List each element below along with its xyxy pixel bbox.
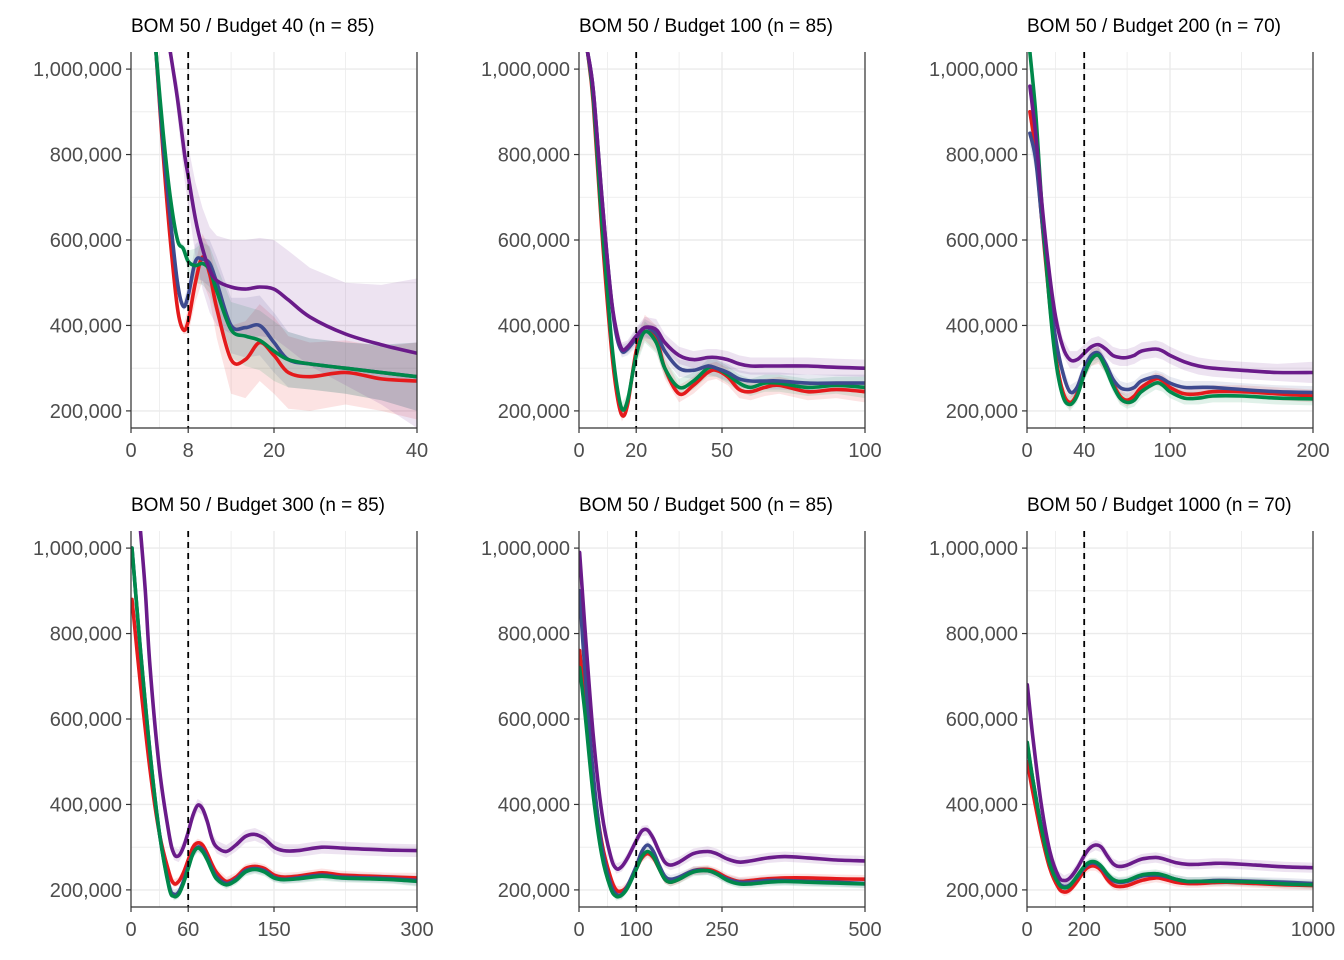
y-tick-label: 800,000 bbox=[498, 624, 570, 646]
panel-title: BOM 50 / Budget 500 (n = 85) bbox=[579, 495, 833, 516]
series-line-green bbox=[1028, 52, 1313, 407]
series-line-purple bbox=[579, 550, 865, 871]
plot-area bbox=[154, 52, 417, 428]
x-tick-label: 0 bbox=[573, 919, 584, 941]
series-line-purple bbox=[138, 531, 417, 859]
x-tick-label: 20 bbox=[263, 440, 285, 462]
chart-panel-4: 200,000 400,000 600,000 800,000 1,000,000 0 60… bbox=[33, 495, 434, 941]
panel-title: BOM 50 / Budget 300 (n = 85) bbox=[131, 495, 385, 516]
y-tick-label: 1,000,000 bbox=[929, 59, 1018, 81]
y-tick-label: 800,000 bbox=[946, 624, 1018, 646]
x-tick-label: 100 bbox=[848, 440, 881, 462]
chart-panel-6: 200,000 400,000 600,000 800,000 1,000,000 0 20… bbox=[929, 495, 1335, 941]
series-line-green bbox=[1027, 740, 1313, 890]
y-tick-label: 400,000 bbox=[946, 315, 1018, 337]
x-tick-label: 50 bbox=[711, 440, 733, 462]
y-tick-label: 400,000 bbox=[498, 315, 570, 337]
panel-title: BOM 50 / Budget 40 (n = 85) bbox=[131, 16, 374, 37]
series-line-purple bbox=[1028, 84, 1313, 375]
y-tick-label: 1,000,000 bbox=[481, 59, 570, 81]
y-tick-label: 400,000 bbox=[50, 794, 122, 816]
series-line-purple bbox=[585, 52, 865, 370]
x-tick-label: 0 bbox=[125, 919, 136, 941]
x-tick-label: 100 bbox=[620, 919, 653, 941]
series-line-blue bbox=[1028, 131, 1313, 395]
y-tick-label: 200,000 bbox=[50, 880, 122, 902]
x-tick-label: 40 bbox=[1073, 440, 1095, 462]
series-line-green bbox=[154, 52, 417, 379]
y-tick-label: 800,000 bbox=[946, 145, 1018, 167]
x-tick-label: 0 bbox=[125, 440, 136, 462]
x-tick-label: 500 bbox=[1153, 919, 1186, 941]
y-tick-label: 200,000 bbox=[498, 401, 570, 423]
chart-panel-1: 200,000 400,000 600,000 800,000 1,000,000 0 8 2… bbox=[33, 16, 428, 462]
y-tick-label: 600,000 bbox=[50, 230, 122, 252]
y-tick-label: 1,000,000 bbox=[33, 59, 122, 81]
y-tick-label: 200,000 bbox=[498, 880, 570, 902]
plot-area bbox=[585, 52, 865, 422]
x-tick-label: 1000 bbox=[1291, 919, 1336, 941]
y-tick-label: 400,000 bbox=[498, 794, 570, 816]
y-tick-label: 400,000 bbox=[50, 315, 122, 337]
y-tick-label: 800,000 bbox=[498, 145, 570, 167]
x-tick-label: 200 bbox=[1068, 919, 1101, 941]
chart-panel-5: 200,000 400,000 600,000 800,000 1,000,000 0 10… bbox=[481, 495, 882, 941]
x-tick-label: 8 bbox=[183, 440, 194, 462]
y-tick-label: 1,000,000 bbox=[481, 538, 570, 560]
plot-area bbox=[1027, 679, 1313, 897]
panel-title: BOM 50 / Budget 200 (n = 70) bbox=[1027, 16, 1281, 37]
y-tick-label: 1,000,000 bbox=[929, 538, 1018, 560]
chart-panel-3: 200,000 400,000 600,000 800,000 1,000,000 0 40… bbox=[929, 16, 1330, 462]
x-tick-label: 40 bbox=[406, 440, 428, 462]
y-tick-label: 400,000 bbox=[946, 794, 1018, 816]
y-tick-label: 200,000 bbox=[946, 401, 1018, 423]
x-tick-label: 150 bbox=[257, 919, 290, 941]
y-tick-label: 200,000 bbox=[946, 880, 1018, 902]
x-tick-label: 0 bbox=[1021, 919, 1032, 941]
y-tick-label: 600,000 bbox=[50, 709, 122, 731]
y-tick-label: 200,000 bbox=[50, 401, 122, 423]
series-band-purple bbox=[170, 52, 417, 428]
series-line-green bbox=[585, 52, 865, 412]
series-line-green bbox=[131, 546, 417, 899]
series-line-green bbox=[579, 665, 865, 899]
y-tick-label: 800,000 bbox=[50, 624, 122, 646]
y-tick-label: 600,000 bbox=[498, 230, 570, 252]
y-tick-label: 1,000,000 bbox=[33, 538, 122, 560]
plot-area bbox=[579, 547, 865, 901]
y-tick-label: 600,000 bbox=[498, 709, 570, 731]
plot-area bbox=[131, 531, 417, 901]
x-tick-label: 250 bbox=[705, 919, 738, 941]
x-tick-label: 500 bbox=[848, 919, 881, 941]
x-tick-label: 20 bbox=[625, 440, 647, 462]
series-line-red bbox=[154, 52, 417, 383]
y-tick-label: 600,000 bbox=[946, 709, 1018, 731]
panel-title: BOM 50 / Budget 1000 (n = 70) bbox=[1027, 495, 1292, 516]
plot-area bbox=[1028, 52, 1313, 411]
x-tick-label: 0 bbox=[573, 440, 584, 462]
y-tick-label: 600,000 bbox=[946, 230, 1018, 252]
x-tick-label: 200 bbox=[1296, 440, 1329, 462]
series-line-purple bbox=[1027, 683, 1313, 883]
x-tick-label: 60 bbox=[177, 919, 199, 941]
x-tick-label: 0 bbox=[1021, 440, 1032, 462]
x-tick-label: 100 bbox=[1153, 440, 1186, 462]
x-tick-label: 300 bbox=[400, 919, 433, 941]
panel-title: BOM 50 / Budget 100 (n = 85) bbox=[579, 16, 833, 37]
chart-panel-2: 200,000 400,000 600,000 800,000 1,000,000 0 20… bbox=[481, 16, 882, 462]
y-tick-label: 800,000 bbox=[50, 145, 122, 167]
series-line-purple bbox=[168, 52, 417, 355]
